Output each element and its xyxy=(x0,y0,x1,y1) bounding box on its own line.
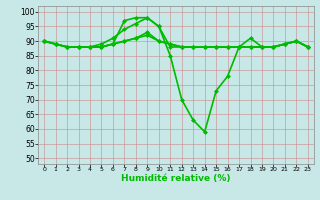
X-axis label: Humidité relative (%): Humidité relative (%) xyxy=(121,174,231,183)
